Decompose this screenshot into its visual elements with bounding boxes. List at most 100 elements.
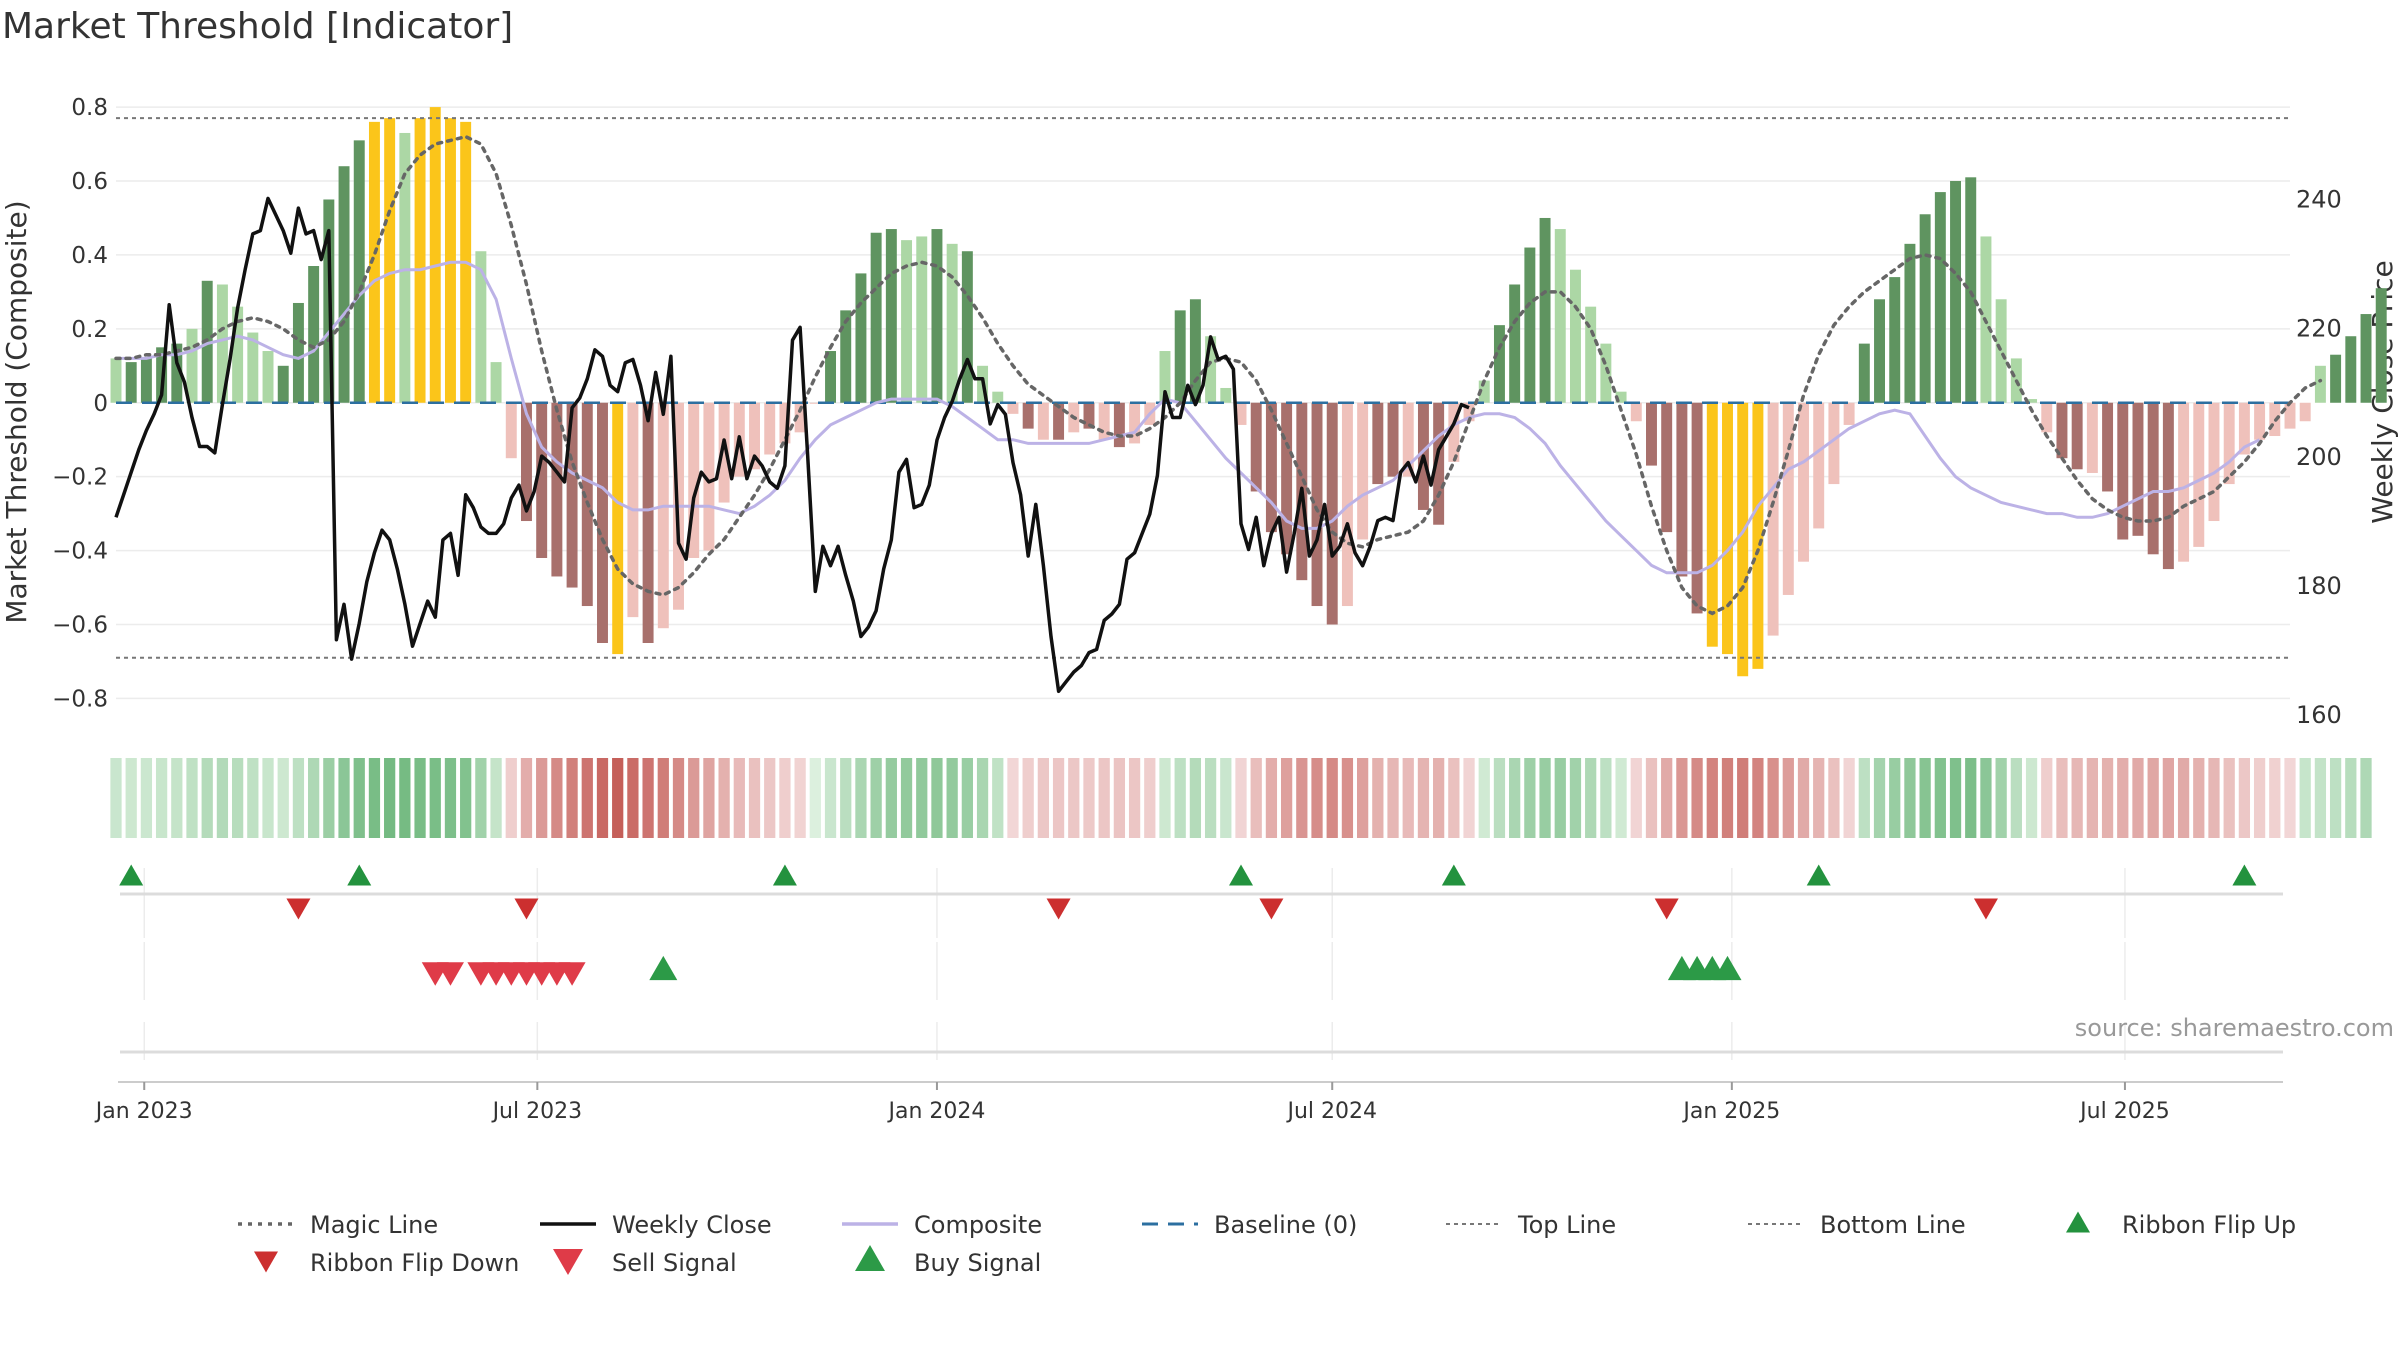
- ribbon-cell: [779, 758, 791, 838]
- bar: [1722, 402, 1733, 655]
- ribbon-cell: [672, 758, 685, 838]
- bar: [1159, 351, 1171, 403]
- ribbon-cell: [551, 758, 563, 838]
- bar: [2314, 365, 2326, 403]
- legend-label: Ribbon Flip Down: [310, 1249, 519, 1277]
- ribbon-cell: [292, 758, 305, 838]
- buy-signal-marker: [1713, 955, 1742, 981]
- ribbon-cell: [1645, 758, 1658, 838]
- bar: [171, 343, 183, 403]
- bar: [2360, 314, 2372, 403]
- legend-label: Baseline (0): [1214, 1211, 1357, 1239]
- chart-title: Market Threshold [Indicator]: [2, 6, 514, 47]
- ribbon-flip-up-marker: [2232, 864, 2257, 886]
- ribbon-flip-down-marker: [1046, 898, 1071, 920]
- legend-item: Composite: [842, 1211, 1042, 1239]
- legend-item: Magic Line: [238, 1211, 438, 1239]
- ribbon-cell: [1007, 758, 1019, 838]
- legend-item: Weekly Close: [540, 1211, 772, 1239]
- ribbon-cell: [931, 758, 943, 838]
- legend-label: Top Line: [1517, 1211, 1616, 1239]
- bar: [597, 402, 608, 643]
- bar: [1433, 402, 1445, 525]
- bar: [262, 351, 274, 403]
- bar: [1402, 402, 1414, 477]
- sell-signal-marker: [436, 962, 464, 986]
- bar: [1326, 402, 1338, 625]
- bar: [2147, 402, 2159, 555]
- ribbon-cell: [2147, 758, 2159, 838]
- ribbon-cell: [2162, 758, 2175, 838]
- sell-signal-marker: [558, 962, 586, 986]
- ribbon-cell: [323, 758, 335, 838]
- ribbon-cell: [308, 758, 320, 838]
- bar: [1463, 402, 1475, 422]
- y-tick-label: 0.2: [71, 317, 108, 343]
- bar: [1387, 402, 1399, 477]
- ribbon-cell: [2284, 758, 2296, 838]
- ribbon-cell: [1326, 758, 1338, 838]
- ribbon-cell: [247, 758, 259, 838]
- ribbon-cell: [1296, 758, 1308, 838]
- ribbon-cell: [1600, 758, 1612, 838]
- ribbon-cell: [1402, 758, 1414, 838]
- bar: [931, 229, 943, 403]
- ribbon-cell: [2193, 758, 2205, 838]
- ribbon-cell: [809, 758, 821, 838]
- y-tick-label: 0: [93, 391, 108, 417]
- ribbon-cell: [1661, 758, 1673, 838]
- bar: [1615, 391, 1627, 403]
- ribbon-cell: [2132, 758, 2144, 838]
- ribbon-cell: [414, 758, 426, 838]
- ribbon-cell: [1676, 758, 1688, 838]
- legend-item: Baseline (0): [1142, 1211, 1357, 1239]
- ribbon-cell: [1934, 758, 1946, 838]
- ribbon-cell: [2041, 758, 2053, 838]
- bar: [2345, 336, 2357, 403]
- ribbon-cell: [733, 758, 745, 838]
- bar: [1858, 343, 1870, 403]
- ribbon-cell: [718, 758, 730, 838]
- bar: [1265, 402, 1277, 533]
- x-tick-label: Jan 2023: [94, 1099, 193, 1124]
- bar: [688, 402, 700, 558]
- weekly-close-line: [114, 196, 1470, 694]
- bar: [2238, 402, 2250, 455]
- signal-panels: Jan 2023 Jul 2023 Jan 2024 Jul 2024 Jan 2025…: [94, 864, 2283, 1124]
- ribbon-flip-down-marker: [514, 898, 539, 920]
- bar: [946, 243, 958, 403]
- bar: [1919, 214, 1931, 403]
- bar: [1950, 181, 1962, 403]
- bar: [870, 232, 882, 403]
- bar: [110, 358, 122, 403]
- ribbon-cell: [1493, 758, 1506, 838]
- bar: [1569, 269, 1581, 403]
- ribbon-cell: [1189, 758, 1202, 838]
- bar: [961, 251, 973, 403]
- bar: [1007, 402, 1019, 414]
- bar: [1174, 310, 1186, 403]
- legend-label: Bottom Line: [1820, 1211, 1966, 1239]
- bar: [1311, 402, 1323, 607]
- ribbon-cell: [1159, 758, 1171, 838]
- ribbon-cell: [1052, 758, 1065, 838]
- ribbon-cell: [1144, 758, 1156, 838]
- ribbon-flip-up-marker: [347, 864, 372, 886]
- ribbon-cell: [1980, 758, 1992, 838]
- bar: [429, 107, 441, 403]
- bar: [1767, 402, 1779, 636]
- ribbon-cell: [1357, 758, 1369, 838]
- y-axis-label: Market Threshold (Composite): [0, 200, 33, 623]
- ribbon-cell: [1904, 758, 1916, 838]
- y-tick-label: −0.2: [52, 465, 108, 491]
- ribbon-cell: [596, 758, 609, 838]
- ribbon-cell: [1128, 758, 1141, 838]
- ribbon-cell: [1417, 758, 1430, 838]
- y2-tick-label: 220: [2296, 314, 2342, 342]
- ribbon-cell: [2253, 758, 2266, 838]
- buy-signal-marker: [649, 955, 678, 981]
- y2-tick-label: 200: [2296, 443, 2342, 471]
- ribbon-cell: [2086, 758, 2098, 838]
- bar: [642, 402, 654, 643]
- bar: [703, 402, 715, 551]
